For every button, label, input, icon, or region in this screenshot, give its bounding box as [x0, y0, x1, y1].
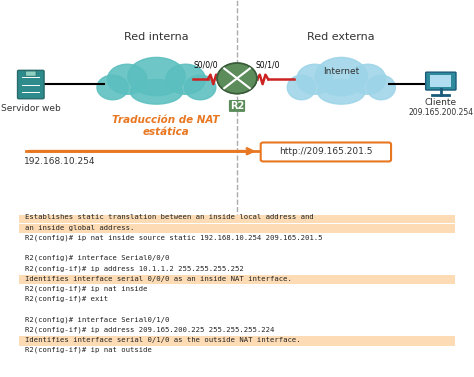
FancyBboxPatch shape: [430, 75, 451, 87]
Ellipse shape: [350, 64, 386, 94]
Text: R2(config-if)# ip address 209.165.200.225 255.255.255.224: R2(config-if)# ip address 209.165.200.22…: [25, 326, 275, 333]
Ellipse shape: [315, 57, 367, 96]
Text: 209.165.200.254: 209.165.200.254: [408, 107, 474, 116]
Text: R2(config)# interface Serial0/0/0: R2(config)# interface Serial0/0/0: [25, 255, 170, 262]
Text: Traducción de NAT
estática: Traducción de NAT estática: [112, 115, 219, 136]
Text: R2(config)# ip nat inside source static 192.168.10.254 209.165.201.5: R2(config)# ip nat inside source static …: [25, 234, 323, 241]
FancyBboxPatch shape: [18, 275, 456, 284]
Text: S0/1/0: S0/1/0: [255, 60, 280, 69]
Ellipse shape: [297, 64, 333, 94]
Ellipse shape: [108, 64, 147, 94]
Text: S0/0/0: S0/0/0: [194, 60, 219, 69]
Text: 192.168.10.254: 192.168.10.254: [24, 158, 95, 166]
FancyBboxPatch shape: [18, 224, 456, 233]
Text: Red externa: Red externa: [308, 32, 375, 42]
Text: R2(config)# interface Serial0/1/0: R2(config)# interface Serial0/1/0: [25, 316, 170, 323]
Text: Cliente: Cliente: [425, 98, 457, 107]
Text: an inside global address.: an inside global address.: [25, 225, 135, 231]
Text: Servidor web: Servidor web: [1, 104, 61, 113]
Text: Establishes static translation between an inside local address and: Establishes static translation between a…: [25, 215, 314, 220]
Text: R2(config-if)# ip address 10.1.1.2 255.255.255.252: R2(config-if)# ip address 10.1.1.2 255.2…: [25, 265, 244, 272]
Ellipse shape: [367, 75, 395, 100]
Ellipse shape: [130, 80, 182, 104]
Text: Internet: Internet: [323, 67, 359, 75]
Text: R2(config-if)# exit: R2(config-if)# exit: [25, 296, 109, 302]
Ellipse shape: [318, 80, 365, 104]
FancyBboxPatch shape: [18, 336, 456, 346]
FancyBboxPatch shape: [26, 71, 36, 76]
Ellipse shape: [166, 64, 205, 94]
Circle shape: [217, 63, 257, 93]
FancyBboxPatch shape: [261, 143, 391, 161]
FancyBboxPatch shape: [426, 72, 456, 90]
Ellipse shape: [128, 57, 185, 96]
Text: R2: R2: [230, 101, 244, 111]
Text: http://209.165.201.5: http://209.165.201.5: [279, 147, 373, 156]
Text: Red interna: Red interna: [124, 32, 189, 42]
Text: Identifies interface serial 0/0/0 as an inside NAT interface.: Identifies interface serial 0/0/0 as an …: [25, 276, 292, 282]
Text: Identifies interface serial 0/1/0 as the outside NAT interface.: Identifies interface serial 0/1/0 as the…: [25, 337, 301, 343]
FancyBboxPatch shape: [18, 70, 44, 99]
Ellipse shape: [287, 75, 316, 100]
Text: R2(config-if)# ip nat outside: R2(config-if)# ip nat outside: [25, 347, 152, 353]
FancyBboxPatch shape: [10, 213, 464, 375]
Ellipse shape: [97, 75, 128, 100]
Ellipse shape: [184, 75, 216, 100]
FancyBboxPatch shape: [18, 213, 456, 223]
Text: R2(config-if)# ip nat inside: R2(config-if)# ip nat inside: [25, 286, 148, 292]
